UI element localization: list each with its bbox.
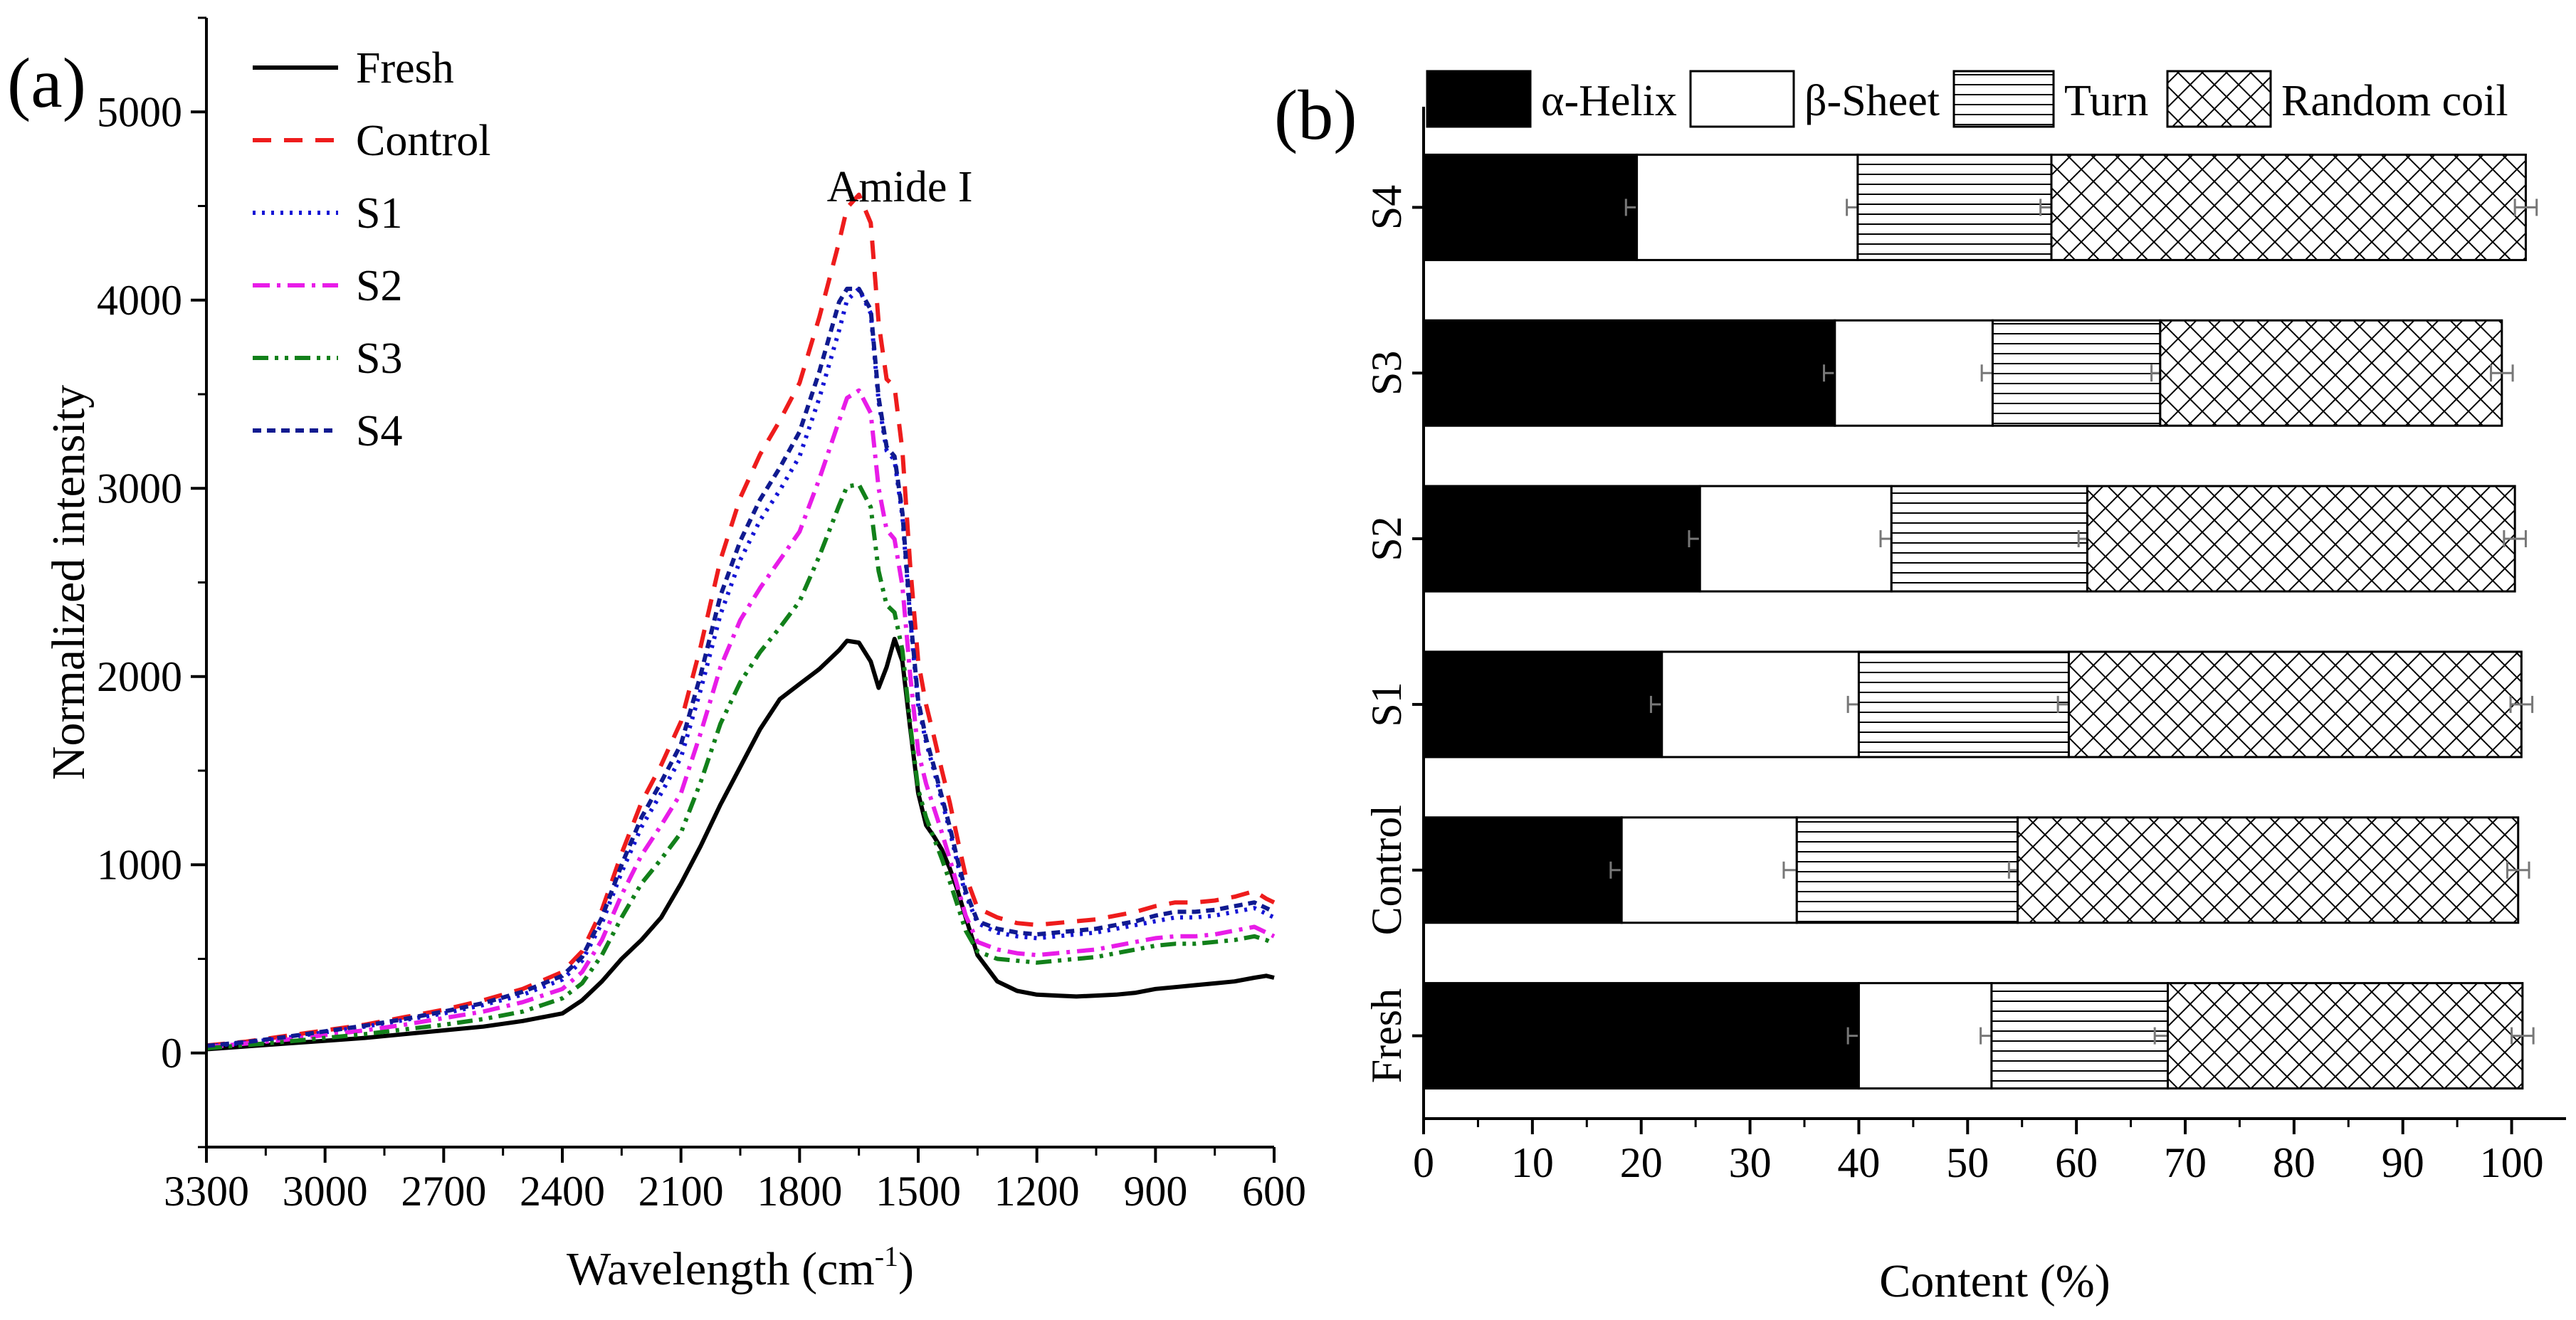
x-tick-label: 2100 — [638, 1168, 724, 1215]
legend-swatch-turn — [1952, 70, 2055, 128]
bar-fresh--helix — [1422, 982, 1860, 1090]
bar-fresh-random-coil — [2167, 982, 2524, 1090]
x-tick-label: 1800 — [757, 1168, 842, 1215]
x-tick-label: 40 — [1837, 1139, 1880, 1186]
y-tick-label: 3000 — [97, 465, 182, 512]
bar-control--sheet — [1620, 816, 1798, 924]
x-tick-label: 2700 — [401, 1168, 486, 1215]
bar-control--helix — [1422, 816, 1623, 924]
y-category-label: S3 — [1363, 351, 1410, 396]
legend-swatch--sheet — [1689, 70, 1795, 128]
x-axis-title-close: ) — [898, 1243, 914, 1295]
x-tick-label: 30 — [1729, 1139, 1772, 1186]
legend-label-s4: S4 — [356, 407, 402, 455]
x-tick-label: 2400 — [520, 1168, 605, 1215]
panel-b-legend: α-Helix β-Sheet Turn Random coil — [1426, 70, 2508, 128]
bar-s3--helix — [1422, 319, 1836, 427]
bar-s4--helix — [1422, 153, 1639, 261]
x-tick-label: 60 — [2055, 1139, 2098, 1186]
legend-swatch--helix — [1426, 70, 1532, 128]
x-tick-label: 600 — [1242, 1168, 1306, 1215]
x-tick-label: 0 — [1413, 1139, 1434, 1186]
legend-label-s3: S3 — [356, 334, 402, 383]
y-category-label: S1 — [1363, 682, 1410, 727]
x-tick-label: 20 — [1620, 1139, 1663, 1186]
panel-b-x-axis-title: Content (%) — [1879, 1255, 2110, 1307]
panel-b-bar-chart: (b) Fresh Control S1 S2 S3 S4 0 10 20 30 40 50 60 70 8… — [1274, 70, 2566, 1307]
x-tick-label: 90 — [2382, 1139, 2424, 1186]
legend-label--helix: α-Helix — [1541, 77, 1677, 125]
x-tick-label: 50 — [1946, 1139, 1989, 1186]
panel-a-y-axis-title: Normalized intensity — [43, 385, 95, 780]
legend-label-turn: Turn — [2064, 77, 2148, 125]
x-tick-label: 100 — [2480, 1139, 2544, 1186]
panel-a-x-axis-title: Wavelength (cm-1) — [567, 1240, 914, 1295]
bar-fresh--sheet — [1857, 982, 1993, 1090]
series-line-control — [206, 192, 1276, 1048]
x-tick-label: 1500 — [876, 1168, 961, 1215]
y-tick-label: 5000 — [97, 88, 182, 135]
y-tick-label: 0 — [161, 1030, 182, 1077]
y-category-label: Control — [1363, 805, 1410, 935]
x-tick-label: 10 — [1511, 1139, 1554, 1186]
bar-s1-turn — [1857, 650, 2070, 759]
bar-s3-random-coil — [2159, 319, 2503, 427]
amide-annotation: Amide I — [827, 163, 973, 211]
bar-s1-random-coil — [2067, 650, 2523, 759]
legend-label-s1: S1 — [356, 189, 402, 238]
x-axis-title-main: Wavelength (cm — [567, 1243, 875, 1295]
legend-label-random-coil: Random coil — [2281, 77, 2508, 125]
series-line-s1 — [206, 286, 1276, 1049]
legend-label-control: Control — [356, 117, 490, 165]
legend-swatch-random-coil — [2166, 70, 2272, 128]
y-category-label: Fresh — [1363, 988, 1410, 1083]
bar-s4--sheet — [1636, 153, 1859, 261]
panel-a-legend: Fresh Control S1 S2 S3 S4 — [253, 44, 490, 455]
x-axis-title-superscript: -1 — [875, 1240, 898, 1272]
x-tick-label: 3300 — [164, 1168, 249, 1215]
panel-a-series-lines — [206, 192, 1276, 1052]
x-tick-label: 80 — [2273, 1139, 2315, 1186]
panel-b-bars — [1422, 153, 2538, 1090]
panel-b-label: (b) — [1274, 75, 1357, 154]
panel-a-axes: 3300 3000 2700 2400 2100 1800 1500 1200 900 600 0 1… — [97, 16, 1306, 1215]
bar-control-random-coil — [2017, 816, 2520, 924]
series-line-s3 — [206, 482, 1276, 1051]
bar-s1--helix — [1422, 650, 1663, 759]
x-tick-label: 3000 — [283, 1168, 368, 1215]
legend-label-fresh: Fresh — [356, 44, 454, 93]
bar-s3--sheet — [1834, 319, 1994, 427]
panel-a-label: (a) — [7, 43, 86, 122]
bar-s2--sheet — [1698, 485, 1893, 593]
legend-label--sheet: β-Sheet — [1804, 77, 1940, 125]
y-category-label: S2 — [1363, 516, 1410, 561]
bar-s2-turn — [1890, 485, 2088, 593]
y-tick-label: 4000 — [97, 277, 182, 324]
bar-s2--helix — [1422, 485, 1701, 593]
x-tick-label: 70 — [2164, 1139, 2207, 1186]
legend-label-s2: S2 — [356, 262, 402, 310]
bar-fresh-turn — [1990, 982, 2170, 1090]
bar-s4-turn — [1856, 153, 2053, 261]
bar-control-turn — [1795, 816, 2019, 924]
y-tick-label: 1000 — [97, 841, 182, 888]
y-tick-label: 2000 — [97, 653, 182, 700]
bar-s3-turn — [1991, 319, 2162, 427]
series-line-s4 — [206, 286, 1276, 1048]
panel-a-line-chart: (a) 3300 3000 2700 2400 2100 1800 1500 1200 900 6… — [7, 16, 1306, 1295]
bar-s1--sheet — [1661, 650, 1860, 759]
y-category-label: S4 — [1363, 185, 1410, 230]
series-line-s2 — [206, 388, 1276, 1050]
bar-s4-random-coil — [2050, 153, 2527, 261]
series-line-fresh — [206, 636, 1275, 1052]
x-tick-label: 1200 — [994, 1168, 1080, 1215]
bar-s2-random-coil — [2086, 485, 2516, 593]
x-tick-label: 900 — [1123, 1168, 1187, 1215]
panel-b-axes: Fresh Control S1 S2 S3 S4 0 10 20 30 40 50 60 70 80 90 1… — [1363, 107, 2566, 1186]
